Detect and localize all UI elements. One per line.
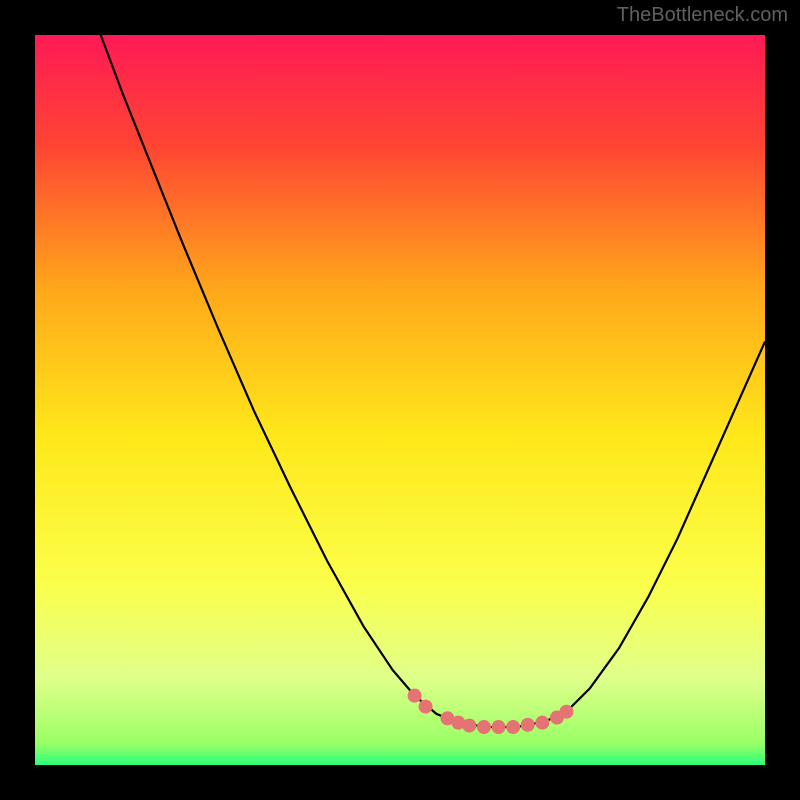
gradient-background <box>35 35 765 765</box>
bottleneck-chart <box>35 35 765 765</box>
marker-dot <box>559 705 573 719</box>
marker-dot <box>506 720 520 734</box>
chart-svg <box>35 35 765 765</box>
marker-dot <box>419 700 433 714</box>
marker-dot <box>477 720 491 734</box>
marker-dot <box>492 720 506 734</box>
marker-dot <box>521 718 535 732</box>
marker-dot <box>408 689 422 703</box>
watermark-text: TheBottleneck.com <box>617 4 788 27</box>
marker-dot <box>462 719 476 733</box>
marker-dot <box>535 716 549 730</box>
